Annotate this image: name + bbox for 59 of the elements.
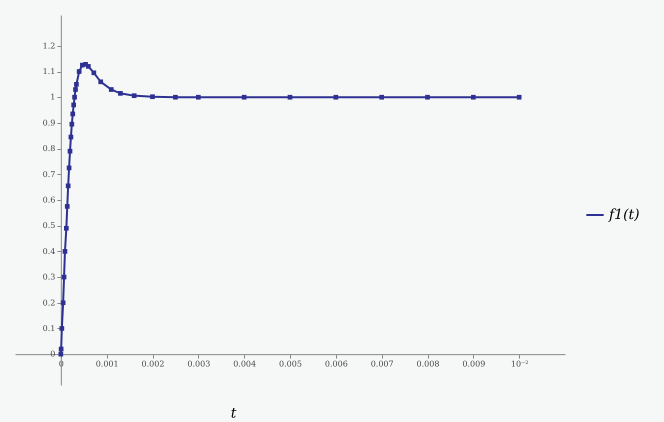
point (516, 94, 522, 100)
point (62, 274, 66, 280)
point (333, 94, 338, 100)
x-tick-label: 0.003 (187, 360, 210, 369)
point (59, 326, 64, 331)
x-tick-label: 0.002 (142, 360, 164, 369)
point (132, 93, 137, 98)
point (379, 94, 384, 100)
point (76, 69, 82, 74)
point (86, 64, 91, 69)
point (242, 94, 247, 100)
point (70, 112, 76, 116)
point (66, 184, 71, 188)
y-tick-label: 0.7 (42, 170, 56, 179)
y-tick-label: 0.8 (42, 144, 56, 154)
y-tick-label: 0.1 (42, 324, 56, 333)
x-tick-label: 0.008 (416, 360, 440, 369)
point (74, 82, 79, 87)
x-tick-label: 0.009 (462, 360, 486, 369)
point (470, 94, 476, 100)
y-tick-label: 0.2 (42, 298, 56, 308)
point (68, 148, 72, 154)
point (288, 94, 292, 100)
point (150, 94, 155, 100)
y-tick-label: 0.5 (42, 221, 56, 230)
x-tick-label: 0.007 (370, 360, 394, 369)
y-tick-label: 0.4 (42, 246, 56, 256)
point (60, 300, 66, 306)
point (71, 102, 76, 108)
point (66, 166, 72, 170)
point (58, 346, 64, 352)
point (91, 70, 96, 76)
y-tick-label: 1.2 (42, 41, 56, 50)
point (64, 226, 69, 231)
point (173, 94, 178, 100)
legend-label: f1(t) (608, 207, 640, 223)
point (196, 94, 201, 100)
y-tick-label: 1.1 (42, 67, 56, 76)
point (58, 352, 64, 357)
x-axis-title: t (230, 406, 237, 422)
point (62, 249, 68, 254)
point (69, 122, 74, 127)
y-tick-label: 1 (50, 92, 56, 102)
y-tick-label: 0.3 (42, 272, 56, 282)
point (425, 94, 430, 100)
y-tick-label: 0.9 (42, 118, 56, 128)
point (72, 94, 77, 100)
point (64, 204, 70, 209)
point (98, 79, 104, 84)
x-tick-label: 0.004 (233, 360, 256, 369)
point (118, 91, 123, 96)
point (108, 87, 114, 92)
x-tick-label: 0.006 (324, 360, 348, 369)
point (68, 134, 74, 140)
x-tick-label: 0.001 (96, 360, 119, 369)
x-tick-label: 0.005 (279, 360, 302, 369)
x-tick-label: 10⁻² (510, 360, 528, 369)
y-tick-label: 0.6 (42, 196, 56, 204)
point (73, 87, 78, 92)
